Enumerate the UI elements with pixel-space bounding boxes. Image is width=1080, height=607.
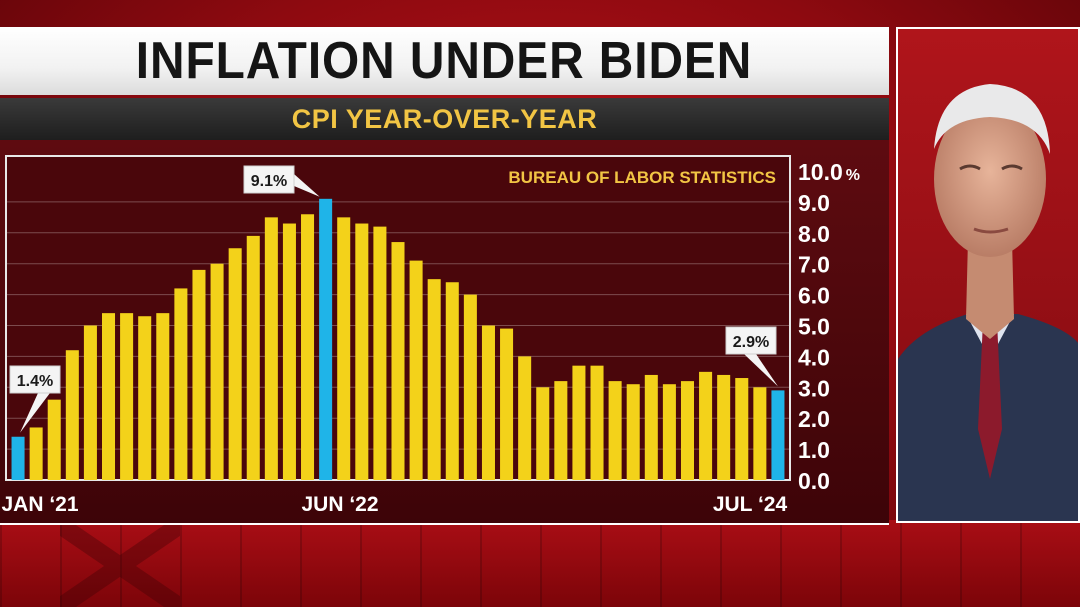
background-pattern <box>0 520 1080 607</box>
bar <box>337 217 351 480</box>
source-label: BUREAU OF LABOR STATISTICS <box>508 168 776 187</box>
subtitle-bar: CPI YEAR-OVER-YEAR <box>0 98 889 140</box>
y-tick-label: 8.0 <box>798 221 830 247</box>
y-tick-label: 0.0 <box>798 468 830 494</box>
callout-pointer <box>744 354 778 387</box>
callout-box <box>725 326 777 355</box>
callout-pointer <box>20 393 50 433</box>
bar <box>11 436 25 480</box>
callout-box <box>243 165 295 194</box>
photo-panel <box>896 27 1080 523</box>
bar <box>282 223 296 480</box>
bar <box>138 316 152 480</box>
callout-label: 1.4% <box>17 373 53 390</box>
x-tick-label: JUL ‘24 <box>713 493 788 516</box>
bar <box>192 269 206 480</box>
bar <box>500 328 514 480</box>
bar <box>463 294 477 480</box>
bar <box>626 384 640 480</box>
bar <box>101 313 116 480</box>
cpi-bar-chart: 10.0 % 9.0 8.0 7.0 6.0 5.0 4.0 3.0 2.0 1.0 0.0 BUREA… <box>1 155 860 516</box>
callout-pointer <box>294 174 320 197</box>
callout-label: 2.9% <box>733 334 769 351</box>
portrait-image <box>898 84 1078 521</box>
bar <box>246 235 260 480</box>
bar <box>680 381 695 480</box>
callout-box <box>9 365 61 394</box>
y-tick-label: 7.0 <box>798 252 830 278</box>
bar <box>717 374 731 480</box>
bar <box>735 378 749 480</box>
bar <box>662 384 676 480</box>
y-tick-label: 6.0 <box>798 283 830 309</box>
bar <box>554 381 568 480</box>
x-tick-label: JUN ‘22 <box>301 493 378 516</box>
bar <box>699 371 713 480</box>
bar <box>608 381 622 480</box>
y-tick-label: 10.0% <box>798 159 860 185</box>
bar <box>156 313 170 480</box>
chart-panel: 10.0% 9.0 8.0 7.0 6.0 5.0 4.0 3.0 2.0 1.0 0.0 BUREA… <box>0 140 889 525</box>
bar <box>644 374 658 480</box>
bar <box>427 279 441 480</box>
bar <box>228 248 242 480</box>
bar <box>174 288 188 480</box>
bar <box>373 226 387 480</box>
bar <box>210 263 224 480</box>
y-tick-label: 4.0 <box>798 344 830 370</box>
y-tick-label: 1.0 <box>798 437 830 463</box>
x-tick-label: JAN ‘21 <box>1 493 78 516</box>
y-tick-label: 5.0 <box>798 314 830 340</box>
bar <box>65 350 79 480</box>
page-title: INFLATION UNDER BIDEN <box>136 32 753 90</box>
y-tick-label: 3.0 <box>798 375 830 401</box>
bar <box>536 387 550 480</box>
bar <box>47 399 61 480</box>
y-tick-label: 9.0 <box>798 190 830 216</box>
chart-subtitle: CPI YEAR-OVER-YEAR <box>291 103 598 134</box>
bar <box>264 217 278 480</box>
bar <box>590 365 604 480</box>
bar <box>481 325 495 480</box>
background-x-graphic <box>60 525 180 607</box>
bar <box>29 427 43 480</box>
bar <box>572 365 586 480</box>
bar <box>391 242 405 480</box>
bar <box>301 214 315 480</box>
bar <box>83 325 97 480</box>
bar <box>753 387 767 480</box>
bar <box>409 260 423 480</box>
y-unit-label: % <box>846 167 860 184</box>
bar <box>319 198 333 480</box>
title-bar: INFLATION UNDER BIDEN <box>0 27 889 95</box>
bar <box>355 223 369 480</box>
bar <box>445 282 459 480</box>
y-tick-label: 2.0 <box>798 406 830 432</box>
bar <box>120 313 134 480</box>
callout-label: 9.1% <box>251 173 287 190</box>
bar <box>518 356 532 480</box>
bar <box>771 390 785 480</box>
